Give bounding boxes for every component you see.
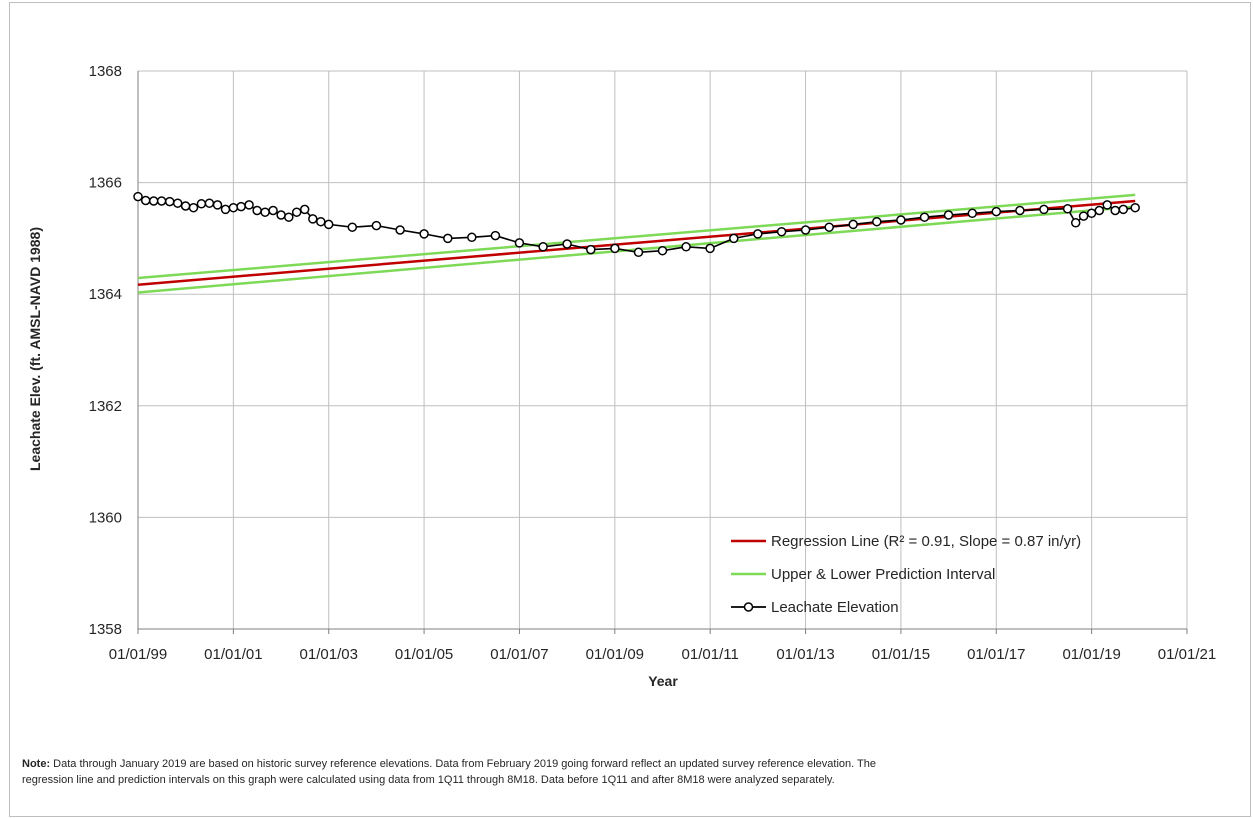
leachate-point bbox=[196, 199, 207, 209]
legend-interval-label: Upper & Lower Prediction Interval bbox=[771, 566, 995, 583]
x-tick-label: 01/01/03 bbox=[300, 646, 358, 663]
x-tick-label: 01/01/09 bbox=[586, 646, 644, 663]
leachate-point bbox=[172, 198, 183, 208]
leachate-point bbox=[299, 204, 310, 215]
axes: 1358 1360 1362 1364 1366 1368 01/01/99 01/01/01… bbox=[89, 63, 1217, 663]
y-tick-label: 1366 bbox=[89, 175, 122, 192]
leachate-point bbox=[967, 208, 978, 219]
leachate-point bbox=[308, 214, 318, 224]
leachate-point bbox=[586, 244, 596, 255]
leachate-point bbox=[1070, 218, 1081, 228]
leachate-point bbox=[180, 201, 191, 211]
leachate-point bbox=[991, 206, 1002, 217]
x-tick-label: 01/01/19 bbox=[1062, 646, 1120, 663]
leachate-point bbox=[896, 215, 906, 225]
leachate-point bbox=[371, 220, 382, 231]
x-tick-label: 01/01/01 bbox=[204, 646, 262, 663]
upper-prediction-line bbox=[137, 193, 1136, 280]
leachate-point bbox=[133, 191, 143, 202]
leachate-point bbox=[610, 243, 620, 254]
leachate-point bbox=[800, 225, 811, 235]
leachate-point bbox=[244, 200, 254, 210]
leachate-point bbox=[228, 202, 239, 213]
chart-note: Note: Data through January 2019 are base… bbox=[22, 757, 902, 788]
leachate-point bbox=[1102, 200, 1112, 210]
leachate-point bbox=[657, 245, 668, 256]
legend-leachate-label: Leachate Elevation bbox=[771, 599, 899, 616]
leachate-point bbox=[148, 196, 159, 206]
chart-frame bbox=[9, 2, 1251, 817]
leachate-point bbox=[395, 225, 405, 235]
leachate-point bbox=[943, 210, 954, 220]
leachate-point bbox=[1078, 211, 1089, 221]
leachate-point bbox=[316, 216, 326, 227]
leachate-point bbox=[276, 210, 286, 220]
leachate-point bbox=[633, 247, 644, 258]
y-tick-label: 1358 bbox=[89, 621, 122, 638]
leachate-point bbox=[776, 226, 787, 237]
leachate-point bbox=[220, 204, 231, 215]
leachate-point bbox=[323, 219, 334, 230]
leachate-point bbox=[291, 207, 302, 217]
leachate-point bbox=[1110, 205, 1120, 216]
leachate-point bbox=[1094, 205, 1105, 216]
leachate-point bbox=[347, 222, 358, 232]
leachate-point bbox=[268, 205, 278, 216]
legend: Regression Line (R² = 0.91, Slope = 0.87… bbox=[731, 533, 1081, 616]
x-tick-label: 01/01/11 bbox=[682, 646, 739, 663]
y-tick-label: 1368 bbox=[89, 63, 122, 80]
x-tick-label: 01/01/99 bbox=[109, 646, 167, 663]
note-label: Note: bbox=[22, 758, 51, 770]
leachate-point bbox=[1086, 208, 1097, 219]
leachate-point bbox=[729, 233, 739, 244]
leachate-point bbox=[514, 238, 525, 248]
leachate-point bbox=[204, 198, 215, 208]
leachate-point bbox=[1062, 204, 1073, 214]
y-tick-label: 1362 bbox=[89, 398, 122, 415]
y-tick-label: 1364 bbox=[89, 286, 122, 303]
leachate-point bbox=[284, 212, 294, 222]
leachate-point bbox=[490, 230, 501, 241]
leachate-point bbox=[538, 242, 548, 252]
leachate-point bbox=[919, 212, 930, 222]
leachate-point bbox=[188, 202, 199, 213]
leachate-point bbox=[1015, 205, 1025, 216]
leachate-point bbox=[236, 201, 246, 212]
leachate-point bbox=[252, 205, 262, 216]
leachate-point bbox=[467, 232, 477, 243]
x-tick-label: 01/01/17 bbox=[967, 646, 1025, 663]
x-tick-label: 01/01/21 bbox=[1158, 646, 1216, 663]
leachate-point bbox=[681, 242, 691, 252]
x-tick-label: 01/01/13 bbox=[776, 646, 834, 663]
legend-regression-label: Regression Line (R² = 0.91, Slope = 0.87… bbox=[771, 533, 1081, 550]
leachate-point bbox=[562, 239, 572, 249]
y-axis-label: Leachate Elev. (ft. AMSL-NAVD 1988) bbox=[27, 227, 43, 471]
y-tick-label: 1360 bbox=[89, 509, 122, 526]
leachate-point bbox=[156, 196, 167, 206]
leachate-point bbox=[260, 207, 270, 217]
leachate-point bbox=[1130, 202, 1140, 213]
note-text: Data through January 2019 are based on h… bbox=[22, 758, 876, 786]
x-tick-label: 01/01/05 bbox=[395, 646, 453, 663]
legend-leachate-marker bbox=[743, 602, 754, 612]
leachate-point bbox=[164, 196, 175, 207]
leachate-point bbox=[848, 219, 858, 230]
leachate-point bbox=[140, 195, 151, 206]
x-axis-label: Year bbox=[648, 673, 678, 689]
leachate-point bbox=[1118, 204, 1129, 215]
x-tick-label: 01/01/07 bbox=[490, 646, 548, 663]
x-tick-label: 01/01/15 bbox=[872, 646, 930, 663]
leachate-point bbox=[824, 222, 834, 232]
series-layer bbox=[133, 191, 1140, 294]
leachate-point bbox=[212, 200, 223, 210]
leachate-point bbox=[419, 229, 429, 239]
leachate-point bbox=[705, 243, 715, 254]
leachate-point bbox=[1039, 204, 1049, 215]
leachate-point bbox=[443, 233, 453, 244]
leachate-point bbox=[753, 229, 763, 239]
leachate-point bbox=[872, 216, 882, 227]
